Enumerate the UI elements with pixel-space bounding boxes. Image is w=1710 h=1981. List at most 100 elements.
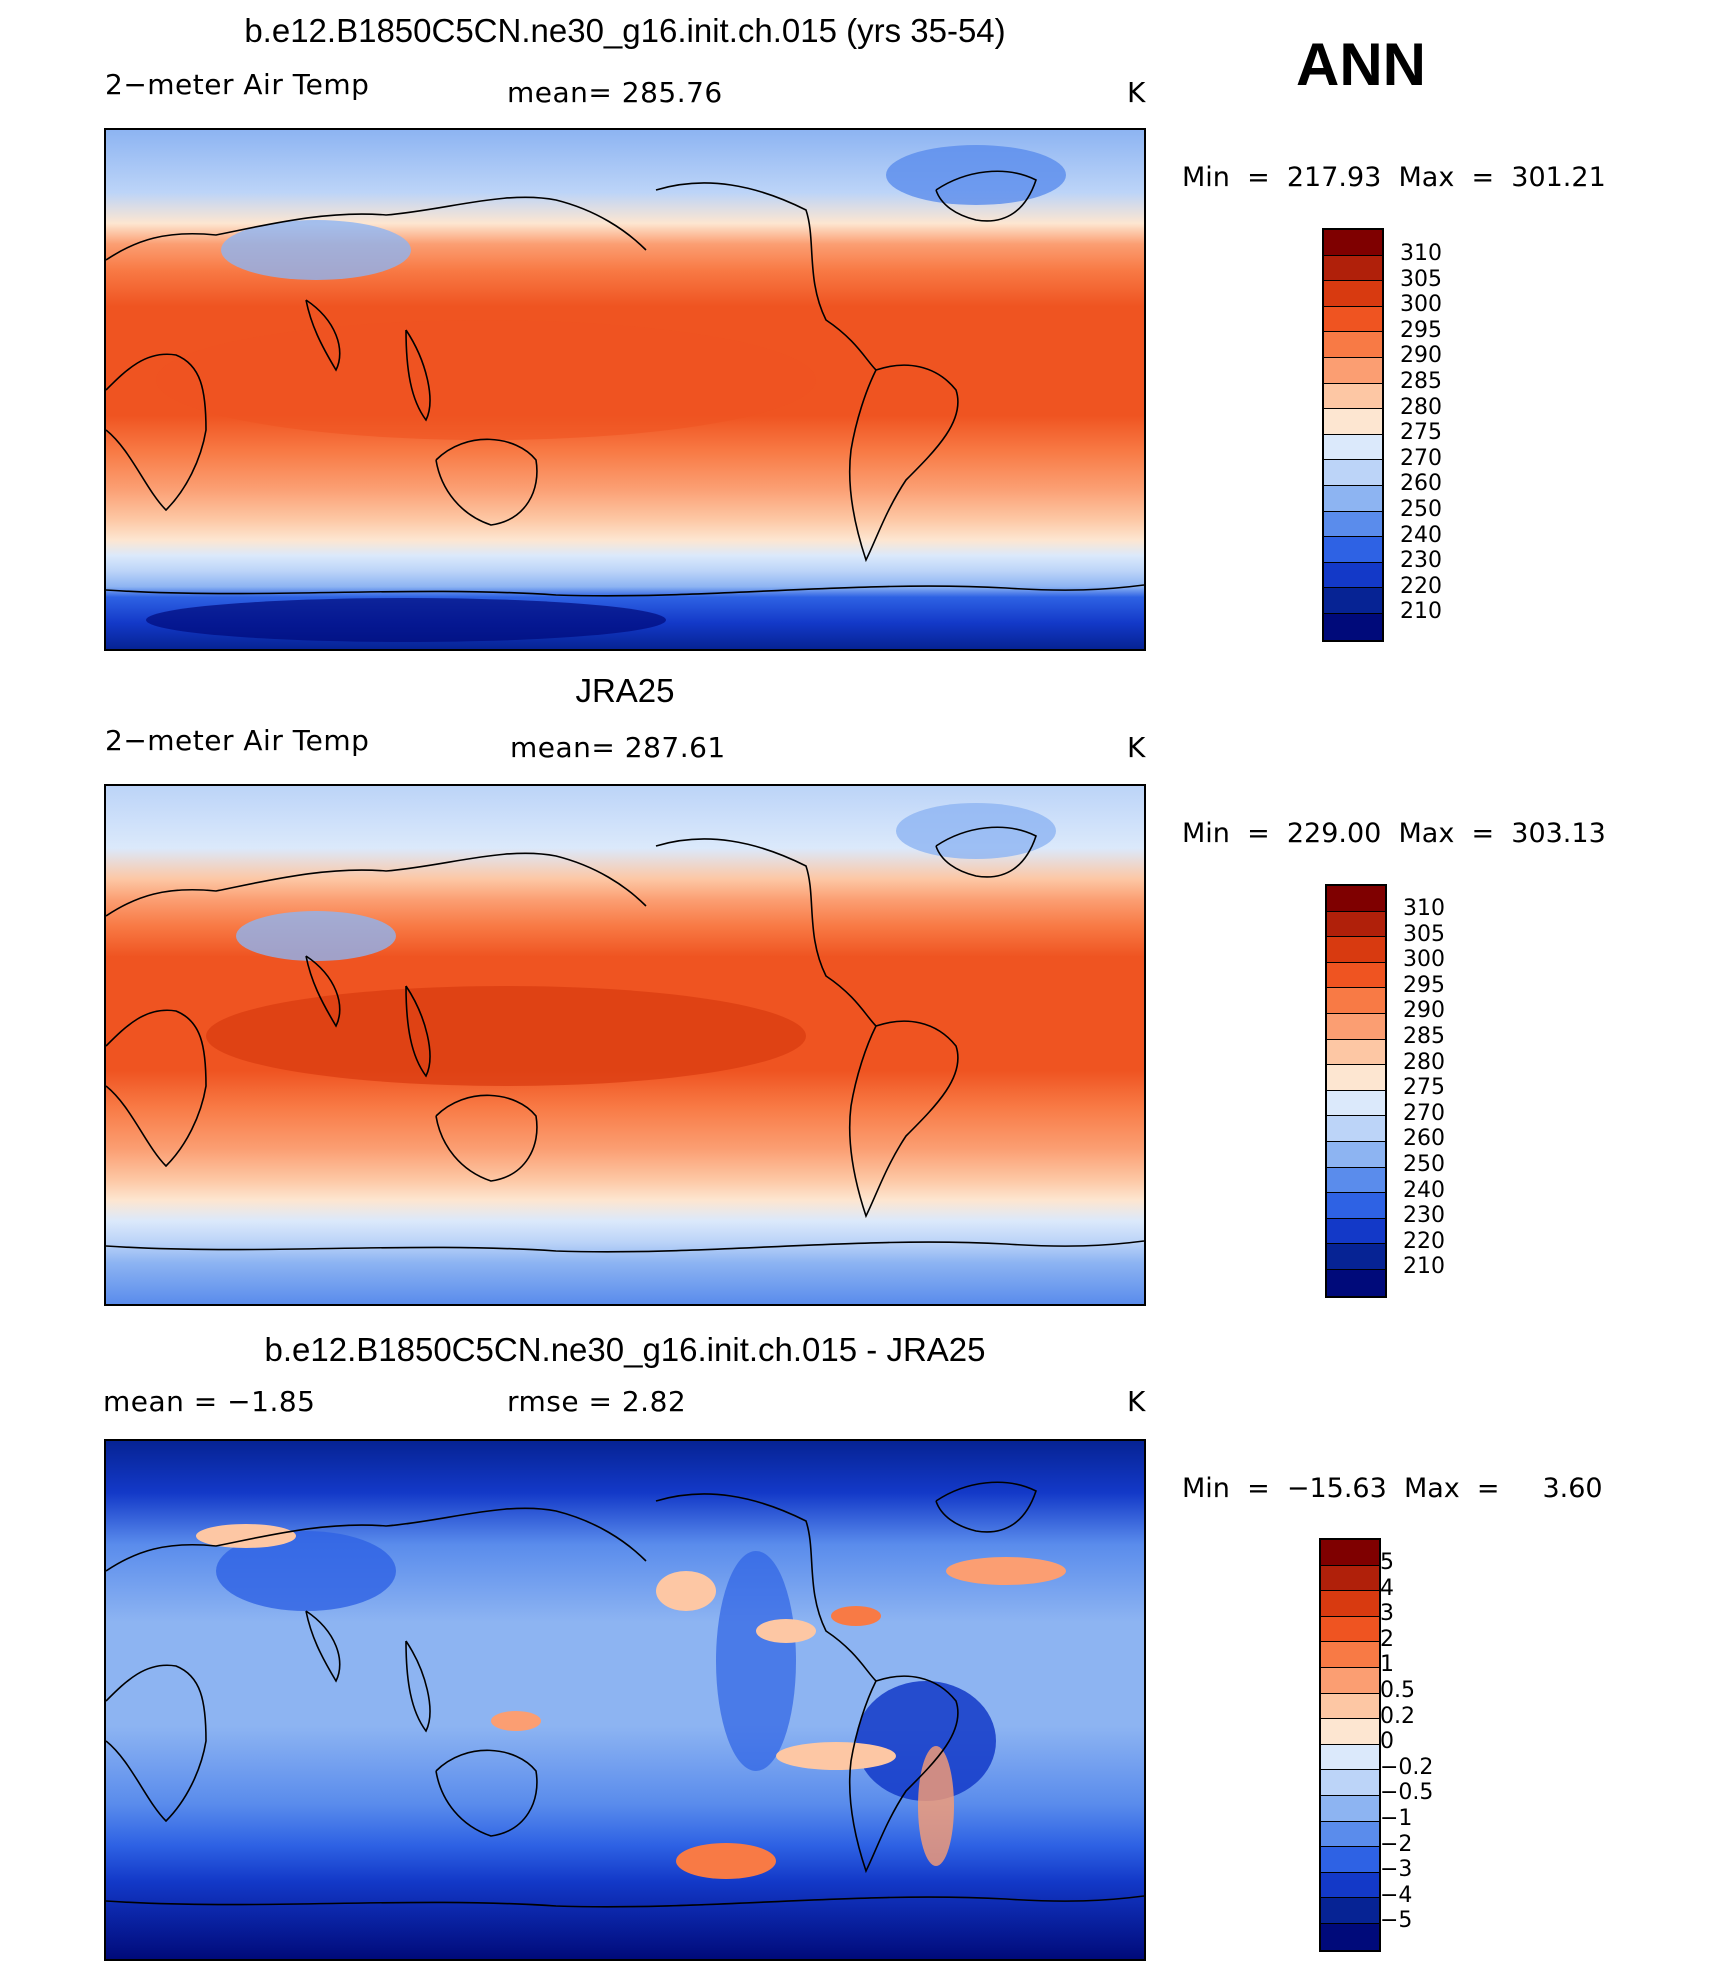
panel-3-colorbar-box: [1321, 1770, 1379, 1796]
panel-2-colorbar-label: 305: [1403, 921, 1445, 947]
panel-3-title: b.e12.B1850C5CN.ne30_g16.init.ch.015 - J…: [264, 1331, 986, 1368]
panel-1-colorbar-box: [1324, 485, 1382, 512]
panel-3-colorbar-label: 2: [1380, 1626, 1394, 1652]
panel-1-colorbar-box: [1324, 357, 1382, 384]
panel-2-mean-label: mean= 287.61: [510, 731, 726, 764]
panel-1-left-label: 2−meter Air Temp: [105, 68, 370, 101]
panel-2-colorbar-box: [1327, 1244, 1385, 1270]
panel-1-title: b.e12.B1850C5CN.ne30_g16.init.ch.015 (yr…: [244, 12, 1006, 49]
panel-3-colorbar-label: 0.2: [1380, 1703, 1415, 1729]
panel-3-colorbar-box: [1321, 1744, 1379, 1771]
panel-2-units: K: [1127, 731, 1146, 764]
panel-1-colorbar-label: 300: [1400, 292, 1442, 318]
panel-1-colorbar-label: 240: [1400, 522, 1442, 548]
panel-3-colorbar-label: 0.5: [1380, 1678, 1415, 1703]
panel-2-colorbar-boxes: [1325, 884, 1387, 1298]
panel-2-map-svg: [106, 786, 1144, 1304]
panel-3-colorbar-box: [1321, 1923, 1379, 1950]
panel-1-colorbar-box: [1324, 434, 1382, 461]
panel-2-colorbar-box: [1327, 1167, 1385, 1194]
panel-3-colorbar-box: [1321, 1795, 1379, 1822]
panel-2-colorbar-box: [1327, 1039, 1385, 1066]
panel-1-map-svg: [106, 130, 1144, 649]
panel-2-colorbar-label: 295: [1403, 972, 1445, 998]
panel-1-colorbar-box: [1324, 613, 1382, 640]
panel-3-colorbar-box: [1321, 1591, 1379, 1617]
panel-2-colorbar-label: 290: [1403, 998, 1445, 1024]
panel-3-colorbar-label: −0.5: [1380, 1780, 1434, 1806]
panel-3-colorbar-label: −3: [1380, 1857, 1413, 1883]
panel-3-colorbar-label: 1: [1380, 1652, 1394, 1678]
panel-1-colorbar-box: [1324, 332, 1382, 358]
panel-1-colorbar-box: [1324, 511, 1382, 538]
panel-3-colorbar-box: [1321, 1616, 1379, 1643]
panel-3-colorbar-label: −5: [1380, 1908, 1413, 1934]
panel-1-colorbar-label: 295: [1400, 317, 1442, 343]
panel-2-colorbar-label: 280: [1403, 1049, 1445, 1075]
panel-3-colorbar-label: 0: [1380, 1729, 1394, 1755]
panel-1-coastlines: [106, 170, 1144, 597]
panel-3-minmax: Min = −15.63 Max = 3.60: [1182, 1473, 1603, 1504]
panel-3-colorbar-label: 3: [1380, 1601, 1394, 1627]
panel-3-map: [104, 1439, 1146, 1961]
panel-1-colorbar-boxes: [1322, 228, 1384, 642]
season-label: ANN: [1296, 31, 1426, 98]
panel-2-colorbar-label: 210: [1403, 1254, 1445, 1280]
panel-2-colorbar-label: 250: [1403, 1152, 1445, 1177]
panel-2-colorbar-box: [1327, 1218, 1385, 1245]
panel-1-colorbar-label: 270: [1400, 445, 1442, 471]
panel-2-colorbar-box: [1327, 911, 1385, 938]
panel-1-colorbar-box: [1324, 537, 1382, 563]
panel-1-map: [104, 128, 1146, 651]
panel-3-colorbar-box: [1321, 1667, 1379, 1694]
panel-2-colorbar-box: [1327, 1193, 1385, 1219]
panel-2-colorbar-box: [1327, 962, 1385, 989]
panel-3-colorbar-label: 4: [1380, 1575, 1394, 1601]
panel-1-colorbar-label: 210: [1400, 599, 1442, 625]
panel-2-colorbar-box: [1327, 1065, 1385, 1091]
panel-1-colorbar: [1322, 228, 1384, 642]
panel-2-colorbar-box: [1327, 1269, 1385, 1296]
panel-2-colorbar-box: [1327, 937, 1385, 963]
panel-1-colorbar-label: 310: [1400, 241, 1442, 266]
panel-2-colorbar-label: 240: [1403, 1177, 1445, 1203]
panel-2-colorbar-label: 275: [1403, 1075, 1445, 1101]
panel-3-coastlines: [106, 1481, 1144, 1908]
panel-1-colorbar-box: [1324, 306, 1382, 333]
panel-2-map: [104, 784, 1146, 1306]
panel-3-colorbar-boxes: [1319, 1538, 1381, 1952]
panel-3-colorbar-box: [1321, 1898, 1379, 1924]
panel-2-colorbar-box: [1327, 1141, 1385, 1168]
panel-3-rmse-label: rmse = 2.82: [507, 1385, 687, 1418]
panel-2-colorbar-label: 220: [1403, 1228, 1445, 1254]
panel-3-units: K: [1127, 1385, 1146, 1418]
panel-3-colorbar-label: −4: [1380, 1882, 1413, 1908]
panel-2-colorbar-box: [1327, 1013, 1385, 1040]
panel-1-colorbar-box: [1324, 230, 1382, 256]
panel-1-colorbar-label: 220: [1400, 573, 1442, 599]
panel-3-colorbar: [1319, 1538, 1381, 1952]
panel-1-colorbar-label: 275: [1400, 420, 1442, 446]
panel-1-colorbar-label: 280: [1400, 394, 1442, 420]
panel-3-colorbar-box: [1321, 1872, 1379, 1899]
panel-3-colorbar-box: [1321, 1719, 1379, 1745]
panel-3-colorbar-box: [1321, 1693, 1379, 1720]
panel-2-colorbar: [1325, 884, 1387, 1298]
panel-1-colorbar-box: [1324, 383, 1382, 410]
panel-2-colorbar-label: 260: [1403, 1126, 1445, 1152]
panel-2-colorbar-label: 310: [1403, 896, 1445, 921]
panel-1-colorbar-label: 285: [1400, 369, 1442, 394]
panel-2-colorbar-box: [1327, 886, 1385, 912]
panel-1-colorbar-box: [1324, 588, 1382, 614]
panel-3-colorbar-box: [1321, 1821, 1379, 1848]
panel-1-colorbar-box: [1324, 562, 1382, 589]
panel-1-colorbar-label: 250: [1400, 497, 1442, 522]
panel-1-colorbar-label: 290: [1400, 343, 1442, 369]
panel-1-mean-label: mean= 285.76: [507, 76, 723, 109]
panel-2-colorbar-label: 270: [1403, 1100, 1445, 1126]
panel-2-colorbar-label: 230: [1403, 1203, 1445, 1229]
panel-2-coastlines: [106, 826, 1144, 1253]
panel-2-colorbar-box: [1327, 1116, 1385, 1142]
panel-2-left-label: 2−meter Air Temp: [105, 724, 370, 757]
panel-3-map-svg: [106, 1441, 1144, 1959]
